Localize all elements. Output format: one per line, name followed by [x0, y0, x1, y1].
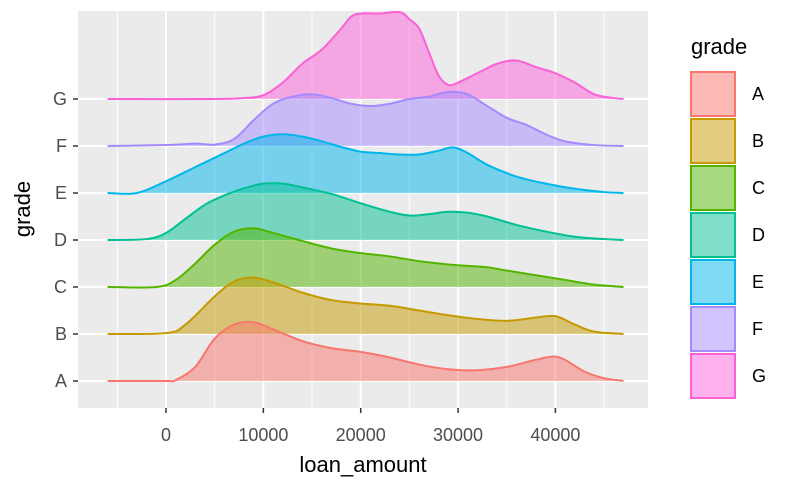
legend-item-A: A	[690, 71, 764, 117]
ridge-area-D	[107, 183, 624, 240]
ridge-line-C	[107, 227, 624, 289]
legend-item-D: D	[690, 212, 765, 258]
x-tick-label: 10000	[238, 425, 288, 445]
ridge-G	[107, 10, 624, 101]
legend-key	[690, 71, 736, 117]
ridge-area-F	[107, 91, 624, 146]
legend-key	[690, 306, 736, 352]
y-tick-label: E	[55, 183, 67, 203]
legend-item-E: E	[690, 259, 764, 305]
legend-label: F	[752, 319, 763, 339]
ridge-line-G	[107, 10, 624, 101]
y-tick-label: D	[54, 230, 67, 250]
legend-title: grade	[691, 34, 747, 59]
x-tick-label: 30000	[433, 425, 483, 445]
legend-key	[690, 118, 736, 164]
legend-key	[690, 165, 736, 211]
x-tick-label: 20000	[336, 425, 386, 445]
legend-label: A	[752, 84, 764, 104]
ridge-line-A	[107, 320, 624, 383]
ridge-B	[107, 276, 624, 336]
legend-label: E	[752, 272, 764, 292]
legend-key	[690, 259, 736, 305]
legend-item-C: C	[690, 165, 765, 211]
ridge-A	[107, 320, 624, 383]
legend: grade A B C D E F G	[690, 34, 766, 399]
legend-label: D	[752, 225, 765, 245]
ridge-area-E	[107, 134, 624, 194]
legend-item-G: G	[690, 353, 766, 399]
ridge-line-B	[107, 276, 624, 336]
x-axis-title: loan_amount	[299, 452, 426, 477]
ridge-F	[107, 90, 624, 147]
ridge-area-G	[107, 11, 624, 100]
legend-item-B: B	[690, 118, 764, 164]
ridge-area-A	[107, 321, 624, 382]
y-tick-label: F	[56, 136, 67, 156]
ridge-line-F	[107, 90, 624, 147]
ridges	[107, 10, 624, 383]
x-tick-label: 0	[161, 425, 171, 445]
legend-key	[690, 212, 736, 258]
legend-label: C	[752, 178, 765, 198]
ridge-line-D	[107, 182, 624, 241]
legend-item-F: F	[690, 306, 763, 352]
legend-key	[690, 353, 736, 399]
y-tick-label: G	[53, 89, 67, 109]
ridge-area-C	[107, 228, 624, 288]
ridge-D	[107, 182, 624, 241]
x-axis: 0 10000 20000 30000 40000	[161, 408, 580, 445]
y-axis: A B C D E F G	[53, 89, 78, 391]
y-tick-label: B	[55, 324, 67, 344]
ridge-line-E	[107, 133, 624, 195]
y-axis-title: grade	[10, 181, 35, 237]
legend-label: B	[752, 131, 764, 151]
ridge-C	[107, 227, 624, 289]
y-tick-label: C	[54, 277, 67, 297]
legend-label: G	[752, 366, 766, 386]
ridge-area-B	[107, 277, 624, 335]
ridge-E	[107, 133, 624, 195]
y-tick-label: A	[55, 371, 67, 391]
x-tick-label: 40000	[530, 425, 580, 445]
